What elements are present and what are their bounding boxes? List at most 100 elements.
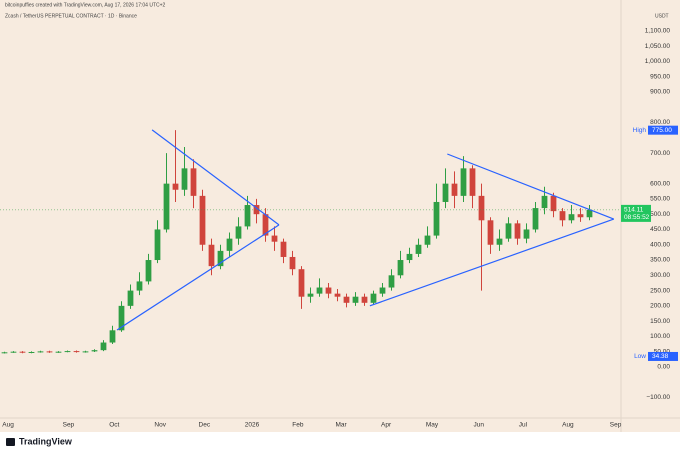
candle-body: [478, 195, 485, 221]
candle-body: [127, 290, 134, 306]
y-tick-label: 100.00: [650, 333, 670, 340]
candle-body: [46, 351, 53, 353]
candle-body: [424, 235, 431, 245]
chart-title: Zcash / TetherUS PERPETUAL CONTRACT · 1D…: [5, 13, 137, 19]
attribution: bitcoinpuffies created with TradingView.…: [5, 2, 166, 8]
y-tick-label: 250.00: [650, 287, 670, 294]
candle-body: [586, 209, 593, 218]
x-tick-label: Sep: [610, 422, 622, 429]
candle-body: [469, 168, 476, 196]
candle-body: [199, 195, 206, 245]
candle-body: [10, 351, 17, 353]
candle-body: [442, 183, 449, 202]
candle-body: [118, 305, 125, 331]
x-tick-label: Dec: [199, 422, 211, 429]
candle-body: [496, 238, 503, 245]
trendline: [151, 129, 280, 226]
candle-body: [91, 350, 98, 352]
candle-body: [163, 183, 170, 230]
candle-body: [145, 260, 152, 282]
candle-body: [289, 256, 296, 270]
candle-body: [298, 269, 305, 297]
footer-bar: [0, 432, 680, 452]
x-tick-label: Aug: [562, 422, 574, 429]
candle-body: [523, 229, 530, 239]
candle-body: [541, 195, 548, 209]
y-tick-label: 550.00: [650, 196, 670, 203]
candle-body: [352, 296, 359, 303]
candle-body: [343, 296, 350, 303]
countdown: 08:55:52: [624, 214, 650, 221]
high-tag: [648, 125, 678, 135]
candle-body: [550, 195, 557, 212]
x-tick-label: 2026: [245, 422, 260, 429]
low-label: Low: [634, 353, 646, 360]
candle-body: [505, 223, 512, 239]
x-tick-label: Feb: [292, 422, 304, 429]
y-tick-label: 1,050.00: [645, 43, 671, 50]
candle-body: [370, 293, 377, 303]
x-tick-label: Nov: [154, 422, 166, 429]
candle-body: [415, 244, 422, 254]
candle-body: [109, 330, 116, 343]
candle-body: [181, 168, 188, 190]
candle-body: [379, 287, 386, 294]
x-tick-label: Oct: [109, 422, 119, 429]
logo-icon: [6, 438, 15, 446]
y-tick-label: 350.00: [650, 257, 670, 264]
y-tick-label: 1,100.00: [645, 28, 671, 35]
candle-body: [487, 220, 494, 245]
candle-body: [226, 238, 233, 251]
y-tick-label: 150.00: [650, 318, 670, 325]
x-tick-label: Jun: [474, 422, 485, 429]
y-tick-label: 0.00: [657, 364, 670, 371]
y-tick-label: 800.00: [650, 119, 670, 126]
candle-body: [271, 235, 278, 242]
x-tick-label: Apr: [381, 422, 392, 429]
candle-body: [172, 183, 179, 190]
candle-body: [82, 351, 89, 353]
low-value: 34.38: [652, 353, 669, 360]
y-tick-label: 1,000.00: [645, 58, 671, 65]
y-tick-label: 400.00: [650, 241, 670, 248]
x-tick-label: Mar: [335, 422, 347, 429]
candle-body: [253, 205, 260, 215]
candle-body: [280, 241, 287, 257]
y-tick-label: 200.00: [650, 303, 670, 310]
y-tick-label: 700.00: [650, 150, 670, 157]
candle-body: [262, 214, 269, 236]
candle-body: [136, 281, 143, 291]
candle-body: [514, 223, 521, 239]
candle-body: [397, 260, 404, 276]
candle-body: [361, 296, 368, 303]
candle-body: [73, 351, 80, 353]
y-tick-label: 900.00: [650, 89, 670, 96]
candle-body: [64, 351, 71, 353]
candle-body: [1, 352, 8, 354]
candle-body: [433, 201, 440, 236]
x-tick-label: Aug: [2, 422, 14, 429]
low-tag: [648, 351, 678, 361]
candle-body: [316, 287, 323, 294]
y-tick-label: 50.00: [654, 348, 671, 355]
y-tick-label: 450.00: [650, 226, 670, 233]
y-tick-label: 600.00: [650, 180, 670, 187]
candle-body: [19, 351, 26, 353]
currency: USDT: [655, 13, 669, 19]
logo[interactable]: TradingView: [19, 436, 73, 446]
last-price-tag: [621, 204, 651, 222]
candle-body: [154, 229, 161, 261]
x-tick-label: Sep: [63, 422, 75, 429]
candle-body: [568, 214, 575, 221]
candle-body: [190, 168, 197, 196]
candle-body: [334, 293, 341, 297]
trendline: [447, 153, 615, 220]
candle-body: [100, 342, 107, 351]
x-tick-label: Jul: [519, 422, 528, 429]
y-tick-label: 300.00: [650, 272, 670, 279]
candle-body: [307, 293, 314, 297]
candle-body: [460, 168, 467, 196]
candle-body: [55, 351, 62, 353]
